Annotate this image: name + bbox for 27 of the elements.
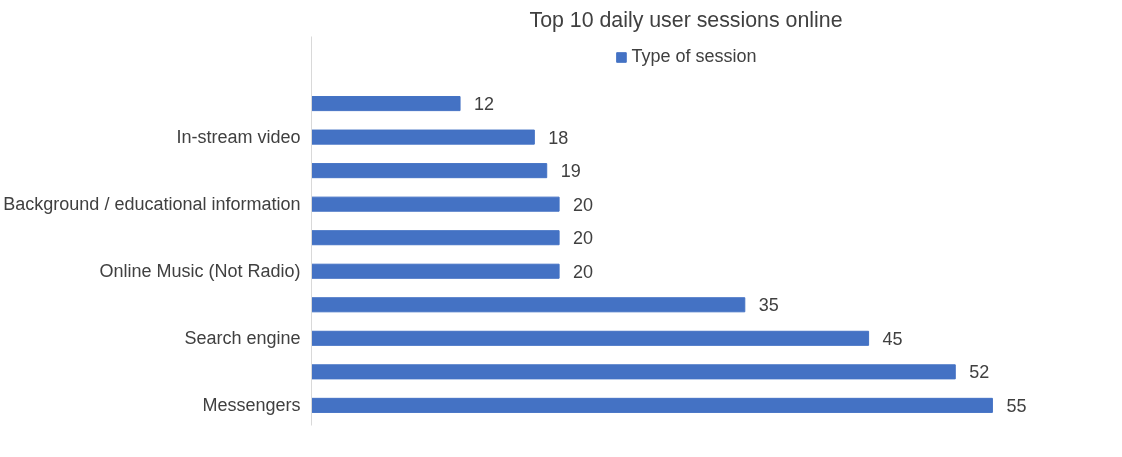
- data-label: 20: [573, 194, 594, 215]
- bar: [311, 129, 535, 145]
- data-label: 19: [560, 161, 581, 182]
- data-label: 20: [573, 228, 594, 249]
- bar: [311, 196, 560, 212]
- chart-title: Top 10 daily user sessions online: [529, 7, 843, 32]
- bar: [311, 330, 870, 346]
- bar: [311, 364, 956, 380]
- y-tick-label: Search engine: [184, 328, 301, 349]
- y-tick-label: Background / educational information: [3, 194, 301, 215]
- bar: [311, 397, 993, 413]
- bar: [311, 96, 461, 112]
- data-label: 52: [969, 362, 990, 383]
- bar: [311, 163, 548, 179]
- y-tick-label: Messengers: [202, 395, 301, 416]
- data-label: 12: [474, 94, 495, 115]
- data-label: 55: [1006, 395, 1027, 416]
- legend-label: Type of session: [631, 46, 757, 67]
- y-tick-label: Online Music (Not Radio): [99, 261, 301, 282]
- data-label: 20: [573, 261, 594, 282]
- bar: [311, 263, 560, 279]
- data-label: 18: [548, 127, 569, 148]
- bar: [311, 297, 746, 313]
- bar: [311, 230, 560, 246]
- y-tick-label: In-stream video: [176, 127, 301, 148]
- data-label: 35: [758, 295, 779, 316]
- data-label: 45: [882, 328, 903, 349]
